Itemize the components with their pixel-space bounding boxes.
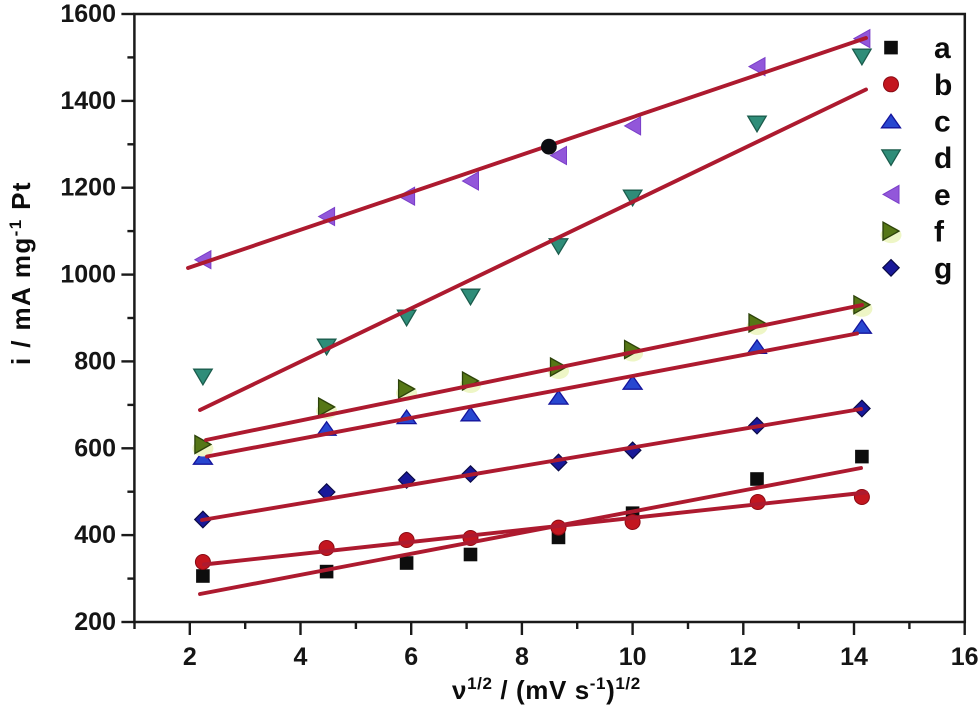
svg-text:b: b <box>934 69 952 102</box>
svg-text:f: f <box>934 216 945 249</box>
svg-text:1200: 1200 <box>60 174 116 202</box>
svg-text:16: 16 <box>951 643 979 671</box>
svg-text:200: 200 <box>74 608 116 636</box>
svg-text:600: 600 <box>74 434 116 462</box>
svg-text:6: 6 <box>404 643 418 671</box>
svg-text:4: 4 <box>294 643 308 671</box>
svg-text:g: g <box>934 252 952 285</box>
svg-text:i / mA mg-1 Pt: i / mA mg-1 Pt <box>6 181 36 365</box>
svg-text:12: 12 <box>729 643 757 671</box>
svg-text:1400: 1400 <box>60 87 116 115</box>
svg-text:8: 8 <box>515 643 529 671</box>
svg-text:14: 14 <box>840 643 868 671</box>
svg-text:e: e <box>934 179 951 212</box>
svg-text:ν1/2 / (mV s-1)1/2: ν1/2 / (mV s-1)1/2 <box>452 674 641 705</box>
svg-text:1600: 1600 <box>60 0 116 28</box>
svg-text:1000: 1000 <box>60 261 116 289</box>
svg-text:d: d <box>934 142 952 175</box>
svg-text:800: 800 <box>74 347 116 375</box>
svg-text:10: 10 <box>619 643 647 671</box>
svg-text:400: 400 <box>74 521 116 549</box>
svg-text:c: c <box>934 106 951 139</box>
svg-text:a: a <box>934 32 951 65</box>
svg-text:2: 2 <box>183 643 197 671</box>
